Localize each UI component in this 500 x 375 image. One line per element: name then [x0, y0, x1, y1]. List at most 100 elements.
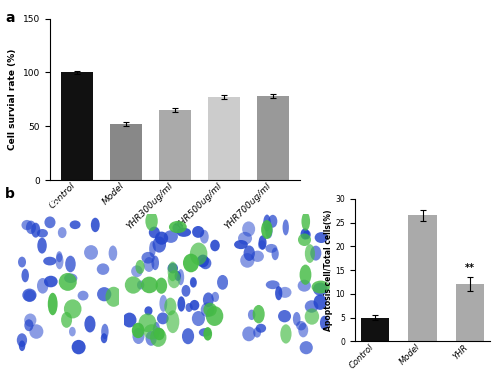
Ellipse shape — [282, 219, 289, 236]
Ellipse shape — [69, 327, 75, 336]
Ellipse shape — [305, 244, 315, 263]
Ellipse shape — [278, 287, 291, 298]
Ellipse shape — [17, 333, 27, 347]
Ellipse shape — [146, 211, 158, 231]
Ellipse shape — [178, 296, 185, 312]
Ellipse shape — [149, 241, 156, 257]
Ellipse shape — [258, 235, 266, 250]
Bar — [110, 124, 142, 180]
Ellipse shape — [144, 306, 152, 315]
Ellipse shape — [217, 275, 228, 290]
Ellipse shape — [204, 303, 217, 316]
Ellipse shape — [212, 292, 219, 302]
Ellipse shape — [303, 230, 310, 239]
Ellipse shape — [313, 283, 328, 296]
Ellipse shape — [253, 327, 261, 338]
Ellipse shape — [172, 222, 184, 233]
Ellipse shape — [101, 333, 107, 343]
Ellipse shape — [22, 220, 32, 230]
Ellipse shape — [168, 263, 178, 273]
Y-axis label: Cell survial rate (%): Cell survial rate (%) — [8, 49, 18, 150]
Ellipse shape — [132, 323, 144, 338]
Ellipse shape — [199, 328, 211, 337]
Ellipse shape — [300, 341, 313, 354]
Ellipse shape — [154, 328, 164, 340]
Ellipse shape — [56, 251, 62, 262]
Ellipse shape — [101, 324, 108, 339]
Ellipse shape — [97, 263, 110, 275]
Ellipse shape — [157, 312, 168, 324]
Ellipse shape — [97, 287, 112, 302]
Text: Model: Model — [161, 199, 192, 208]
Ellipse shape — [266, 223, 272, 238]
Ellipse shape — [312, 280, 330, 294]
Ellipse shape — [164, 230, 178, 243]
Ellipse shape — [125, 276, 142, 294]
Ellipse shape — [242, 327, 256, 341]
Ellipse shape — [197, 255, 209, 267]
Ellipse shape — [64, 299, 82, 318]
Ellipse shape — [78, 291, 88, 300]
Ellipse shape — [65, 256, 76, 272]
Bar — [159, 110, 191, 180]
Ellipse shape — [268, 215, 278, 228]
Text: **: ** — [464, 263, 474, 273]
Ellipse shape — [72, 340, 86, 354]
Ellipse shape — [186, 303, 192, 312]
Ellipse shape — [70, 220, 80, 229]
Bar — [408, 215, 436, 341]
Ellipse shape — [296, 321, 306, 330]
Ellipse shape — [19, 340, 26, 351]
Ellipse shape — [58, 227, 66, 238]
Ellipse shape — [204, 327, 212, 340]
Ellipse shape — [305, 300, 318, 313]
Ellipse shape — [300, 265, 312, 285]
Ellipse shape — [178, 269, 184, 285]
Ellipse shape — [64, 273, 78, 283]
Ellipse shape — [234, 240, 248, 249]
Ellipse shape — [138, 314, 156, 332]
Ellipse shape — [91, 218, 100, 232]
Y-axis label: Apoptosis cell/Total cells(%): Apoptosis cell/Total cells(%) — [324, 209, 333, 331]
Ellipse shape — [22, 269, 29, 282]
Ellipse shape — [302, 212, 310, 231]
Ellipse shape — [152, 256, 159, 270]
Ellipse shape — [48, 293, 58, 315]
Ellipse shape — [298, 280, 311, 292]
Ellipse shape — [174, 271, 181, 281]
Ellipse shape — [152, 237, 166, 253]
Ellipse shape — [304, 308, 319, 325]
Ellipse shape — [238, 232, 252, 245]
Ellipse shape — [244, 246, 255, 261]
Ellipse shape — [160, 295, 168, 312]
Ellipse shape — [210, 240, 220, 251]
Ellipse shape — [84, 316, 96, 333]
Ellipse shape — [166, 310, 179, 333]
Ellipse shape — [200, 302, 214, 317]
Ellipse shape — [44, 276, 58, 287]
Bar — [361, 318, 390, 341]
Bar — [257, 96, 288, 180]
Ellipse shape — [298, 234, 311, 246]
Ellipse shape — [190, 278, 197, 288]
Ellipse shape — [37, 278, 48, 294]
Ellipse shape — [310, 246, 322, 261]
Ellipse shape — [168, 262, 177, 281]
Bar — [208, 97, 240, 180]
Ellipse shape — [200, 230, 208, 244]
Ellipse shape — [176, 228, 191, 237]
Ellipse shape — [190, 300, 200, 310]
Ellipse shape — [298, 323, 308, 338]
Text: YHR: YHR — [275, 199, 296, 208]
Ellipse shape — [272, 248, 279, 260]
Ellipse shape — [24, 319, 34, 331]
Bar — [456, 284, 484, 341]
Ellipse shape — [164, 298, 176, 315]
Ellipse shape — [155, 232, 168, 245]
Ellipse shape — [251, 251, 264, 262]
Ellipse shape — [153, 322, 160, 339]
Ellipse shape — [275, 286, 282, 300]
Ellipse shape — [132, 328, 144, 344]
Ellipse shape — [242, 221, 255, 237]
Ellipse shape — [320, 316, 328, 330]
